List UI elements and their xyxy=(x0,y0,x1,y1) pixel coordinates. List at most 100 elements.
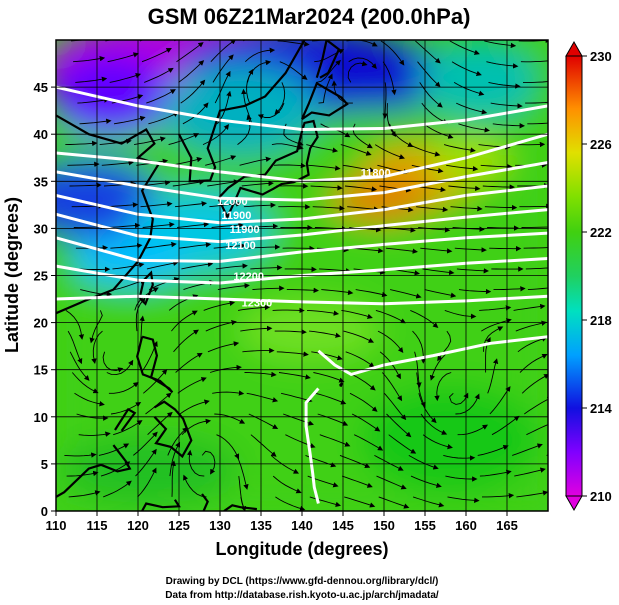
y-tick-label: 40 xyxy=(34,127,48,142)
streamline xyxy=(488,81,521,89)
y-tick-label: 25 xyxy=(34,269,48,284)
streamline xyxy=(331,80,353,104)
streamline xyxy=(215,263,248,270)
streamline xyxy=(205,155,237,166)
coastline xyxy=(136,335,174,394)
x-tick-label: 165 xyxy=(496,518,518,533)
streamline xyxy=(382,82,388,119)
y-tick-label: 20 xyxy=(34,316,48,331)
streamline xyxy=(417,61,441,88)
coastline xyxy=(56,114,161,315)
contour-label: 12100 xyxy=(225,240,256,252)
streamline xyxy=(135,297,146,332)
streamline xyxy=(144,241,177,249)
streamline xyxy=(108,222,141,229)
streamline xyxy=(524,396,548,415)
streamline xyxy=(451,61,482,76)
streamline xyxy=(315,392,347,405)
streamline xyxy=(443,144,476,153)
colorbar-tick-label: 214 xyxy=(590,401,612,416)
x-tick-label: 125 xyxy=(168,518,190,533)
x-tick-label: 135 xyxy=(250,518,272,533)
streamline xyxy=(238,304,271,311)
streamline xyxy=(342,164,375,173)
streamline xyxy=(241,180,274,187)
streamline xyxy=(351,247,384,254)
chart-title: GSM 06Z21Mar2024 (200.0hPa) xyxy=(148,4,471,29)
x-tick-label: 160 xyxy=(455,518,477,533)
y-tick-label: 0 xyxy=(41,504,48,519)
x-tick-label: 145 xyxy=(332,518,354,533)
streamline xyxy=(390,289,422,299)
streamline xyxy=(178,60,205,83)
streamline xyxy=(76,413,109,421)
streamline xyxy=(521,374,548,394)
streamline xyxy=(308,164,341,171)
streamline xyxy=(345,351,375,368)
colorbar-tick-label: 230 xyxy=(590,49,612,64)
streamline xyxy=(513,303,546,311)
colorbar-bottom-arrow xyxy=(565,495,583,512)
streamline xyxy=(98,443,130,456)
streamline xyxy=(448,392,469,405)
streamline xyxy=(487,358,499,394)
streamline xyxy=(65,310,85,340)
streamline xyxy=(216,434,240,460)
streamline xyxy=(341,309,373,319)
streamline xyxy=(110,401,142,415)
x-tick-label: 140 xyxy=(291,518,313,533)
y-tick-label: 5 xyxy=(41,457,48,472)
coastline xyxy=(138,270,154,306)
streamline xyxy=(276,351,309,357)
streamline xyxy=(409,144,441,157)
streamline xyxy=(69,182,102,188)
streamline xyxy=(344,185,378,192)
streamline xyxy=(142,221,175,228)
streamline xyxy=(443,454,476,461)
streamline xyxy=(67,161,100,168)
streamline xyxy=(377,330,404,353)
coastline xyxy=(56,444,132,498)
streamline xyxy=(414,351,422,388)
streamline xyxy=(106,359,134,376)
streamline xyxy=(458,123,490,133)
coastline xyxy=(300,81,349,121)
coastline xyxy=(201,493,209,511)
streamline xyxy=(386,413,412,438)
streamline xyxy=(217,283,250,291)
colorbar-top-arrow xyxy=(565,40,583,57)
streamline xyxy=(176,42,204,63)
streamline xyxy=(456,102,488,115)
streamline xyxy=(311,351,343,361)
streamline xyxy=(143,368,168,394)
streamline xyxy=(349,392,378,412)
streamline xyxy=(374,144,405,160)
streamline xyxy=(423,123,454,139)
streamline xyxy=(207,179,240,187)
contour-label: 11800 xyxy=(361,168,391,180)
streamline xyxy=(481,318,512,332)
contour-label: 11900 xyxy=(221,210,251,222)
streamline xyxy=(241,88,253,124)
streamline xyxy=(445,475,478,482)
streamline xyxy=(341,475,373,488)
streamline xyxy=(525,101,548,104)
contour-label: 11900 xyxy=(230,224,260,236)
streamline xyxy=(280,392,313,403)
streamline xyxy=(411,164,444,174)
streamline xyxy=(489,245,522,252)
x-tick-label: 130 xyxy=(209,518,231,533)
streamline xyxy=(67,330,83,365)
streamline xyxy=(420,413,448,435)
streamline xyxy=(313,372,345,383)
credit-line-1: Drawing by DCL (https://www.gfd-dennou.o… xyxy=(166,576,439,587)
streamline xyxy=(278,372,311,380)
streamline xyxy=(515,320,547,332)
streamline xyxy=(309,496,342,508)
streamline xyxy=(455,393,480,415)
colorbar-tick-label: 226 xyxy=(590,137,612,152)
streamline xyxy=(169,441,181,477)
streamline xyxy=(375,309,406,324)
streamline xyxy=(102,351,124,373)
